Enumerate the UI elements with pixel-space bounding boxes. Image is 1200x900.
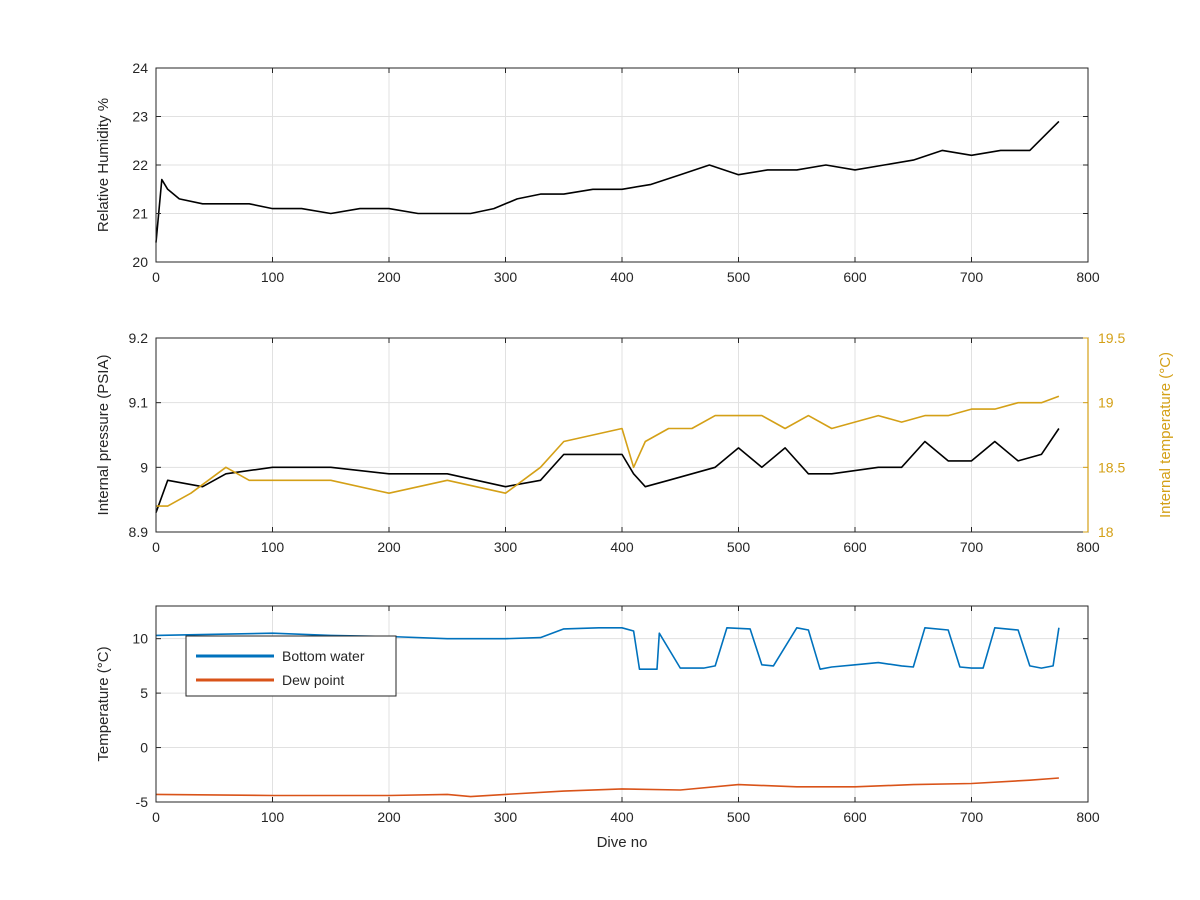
x-tick-label: 0 [152,809,160,825]
x-tick-label: 500 [727,539,751,555]
x-tick-label: 300 [494,809,518,825]
x-axis-label: Dive no [597,834,648,851]
x-tick-label: 300 [494,539,518,555]
x-tick-label: 700 [960,269,984,285]
y-tick-label: 5 [140,685,148,701]
x-tick-label: 0 [152,269,160,285]
x-tick-label: 100 [261,809,285,825]
panel-3: 0 100 200 300 400 500 600 700 800-50510Temperatu… [95,605,1100,851]
y-tick-label: 10 [132,631,148,647]
legend-label: Bottom water [282,648,365,664]
x-tick-label: 800 [1076,809,1100,825]
legend: Bottom water Dew point [185,635,397,697]
series-line-humidity [155,120,1060,243]
y-tick-label: 20 [132,254,148,270]
x-tick-label: 400 [610,809,634,825]
x-tick-label: 600 [843,809,867,825]
x-tick-label: 800 [1076,539,1100,555]
y2-axis-label: Internal temperature (°C) [1157,352,1174,518]
x-tick-label: 100 [261,269,285,285]
y2-tick-label: 19 [1098,395,1114,411]
y-tick-label: 9.1 [129,395,149,411]
x-tick-label: 600 [843,539,867,555]
x-tick-label: 200 [377,269,401,285]
y-tick-label: 23 [132,109,148,125]
panel-2: 0 100 200 300 400 500 600 700 800 8.9 9 9.1 9.2 18 18.… [95,330,1174,555]
series-line-pressure [155,428,1060,513]
x-tick-label: 500 [727,269,751,285]
y-axis-label: Relative Humidity % [95,98,112,232]
legend-label: Dew point [282,672,344,688]
x-tick-label: 500 [727,809,751,825]
series-line-dew-point [155,777,1059,798]
x-tick-label: 700 [960,809,984,825]
x-tick-label: 400 [610,539,634,555]
y-tick-label: 8.9 [129,524,149,540]
x-tick-label: 600 [843,269,867,285]
x-tick-label: 300 [494,269,518,285]
x-tick-label: 0 [152,539,160,555]
x-tick-label: 100 [261,539,285,555]
y-axis-label: Temperature (°C) [95,646,112,761]
legend-box [185,635,397,697]
y-tick-label: 0 [140,740,148,756]
series-line-internal-temp [156,395,1060,507]
x-tick-label: 700 [960,539,984,555]
y-tick-label: 9 [140,459,148,475]
y-tick-label: -5 [136,794,149,810]
series-line-bottom-water [155,626,1060,671]
y2-tick-label: 18 [1098,524,1114,540]
y-tick-label: 22 [132,157,148,173]
y2-tick-label: 18.5 [1098,459,1125,475]
x-tick-label: 200 [377,539,401,555]
y-tick-label: 24 [132,60,148,76]
x-tick-label: 800 [1076,269,1100,285]
y2-tick-label: 19.5 [1098,330,1125,346]
y-tick-label: 9.2 [129,330,149,346]
panel-1: 0 100 200 300 400 500 600 700 800 20 21 22 23 24 Relat… [95,60,1100,285]
x-tick-label: 200 [377,809,401,825]
y-axis-label: Internal pressure (PSIA) [95,355,112,516]
y-tick-label: 21 [132,206,148,222]
x-tick-label: 400 [610,269,634,285]
